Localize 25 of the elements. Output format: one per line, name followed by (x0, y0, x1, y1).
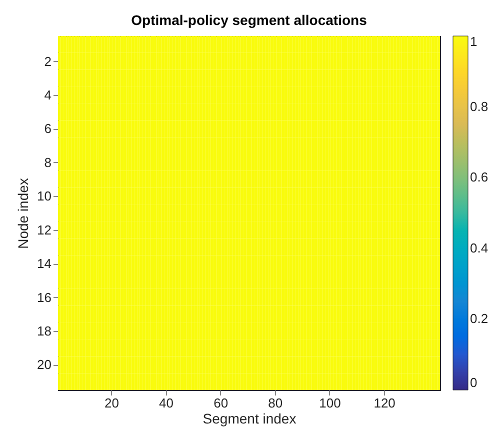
y-tick-label: 8 (44, 154, 52, 170)
x-tick-label: 40 (159, 396, 174, 410)
y-tick-label: 16 (37, 290, 52, 305)
y-tick-label: 14 (37, 256, 52, 272)
chart-title: Optimal-policy segment allocations (131, 12, 368, 28)
y-tick-label: 18 (37, 324, 52, 338)
x-axis-title: Segment index (202, 410, 296, 426)
color-bar-label: 1 (470, 34, 478, 49)
color-bar-label: 0.6 (470, 170, 488, 185)
y-tick-label: 12 (37, 222, 52, 238)
y-axis-title: Node index (15, 178, 32, 249)
x-tick-label: 20 (104, 396, 119, 410)
y-tick-label: 20 (37, 357, 52, 372)
x-tick-label: 80 (268, 396, 283, 410)
y-tick-label: 6 (44, 121, 52, 136)
y-tick-label: 2 (44, 54, 52, 69)
color-bar-label: 0 (470, 375, 478, 390)
x-tick-label: 120 (374, 396, 396, 410)
color-bar-label: 0.8 (470, 98, 488, 114)
color-bar-label: 0.2 (470, 311, 488, 326)
y-tick-label: 10 (37, 188, 52, 204)
y-tick-label: 4 (44, 88, 52, 102)
x-tick-label: 60 (214, 396, 228, 410)
color-bar-label: 0.4 (470, 240, 488, 256)
x-tick-label: 100 (319, 396, 341, 410)
